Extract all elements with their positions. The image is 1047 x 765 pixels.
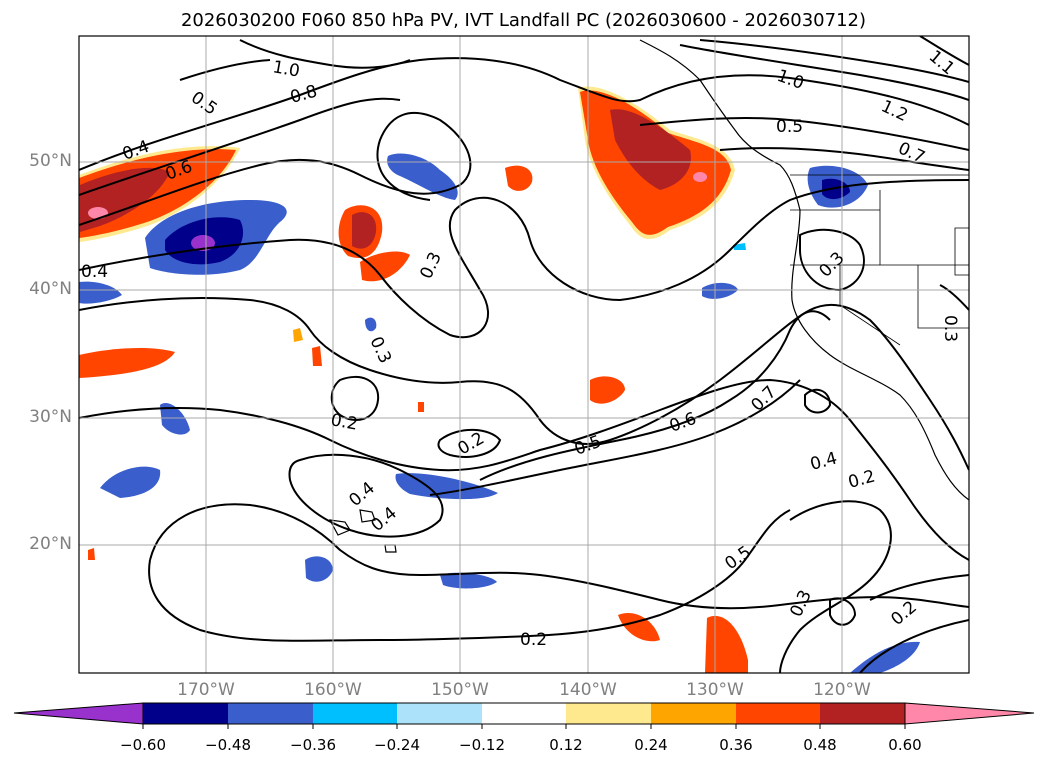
contour-label: 0.5 [776,117,803,137]
lon-label: 140°W [559,680,617,700]
colorbar-extend-min [13,702,144,725]
contour-label: 0.2 [329,410,359,434]
plot-frame [78,35,970,674]
colorbar-extend-max [904,702,1035,725]
colorbar-tick-label: −0.12 [459,736,505,754]
lat-label: 30°N [29,407,72,427]
colorbar [13,702,1035,729]
colorbar-tick-label: −0.48 [205,736,251,754]
colorbar-segment [736,703,820,724]
contour-label: 0.2 [520,630,547,650]
ivt-contours [79,36,969,673]
lat-label: 20°N [29,534,72,554]
lon-label: 170°W [177,680,235,700]
lat-label: 40°N [29,279,72,299]
plot-background [79,36,969,673]
lat-label: 50°N [29,151,72,171]
contour-label: 1.0 [271,57,301,81]
colorbar-tick-label: 0.36 [719,736,753,754]
colorbar-segment [228,703,313,724]
colorbar-segment [482,703,566,724]
colorbar-segment [143,703,228,724]
colorbar-tick-label: 0.60 [888,736,922,754]
gridlines [79,36,969,673]
lon-label: 120°W [813,680,871,700]
colorbar-tick-label: 0.48 [803,736,837,754]
colorbar-segment [651,703,736,724]
colorbar-tick-label: −0.60 [120,736,166,754]
colorbar-segment [313,703,397,724]
colorbar-frame [142,702,906,725]
coastline [328,39,969,553]
positive-anomaly-regions [79,86,748,673]
map-title: 2026030200 F060 850 hPa PV, IVT Landfall… [180,10,867,31]
lon-label: 130°W [686,680,744,700]
colorbar-tick-label: −0.36 [290,736,336,754]
colorbar-segment [566,703,651,724]
colorbar-tick-label: −0.24 [374,736,420,754]
colorbar-segment [820,703,905,724]
colorbar-tick-label: 0.12 [549,736,583,754]
political-borders [790,174,969,346]
contour-label: 0.4 [81,262,108,282]
lon-label: 150°W [431,680,489,700]
colorbar-tick-label: 0.24 [634,736,668,754]
contour-label: 0.3 [940,315,960,342]
contour-label-group: 1.0 0.8 0.5 0.4 0.6 0.4 1.0 1.2 0.5 1.1 … [81,47,960,650]
lon-label: 160°W [304,680,362,700]
colorbar-segment [397,703,482,724]
